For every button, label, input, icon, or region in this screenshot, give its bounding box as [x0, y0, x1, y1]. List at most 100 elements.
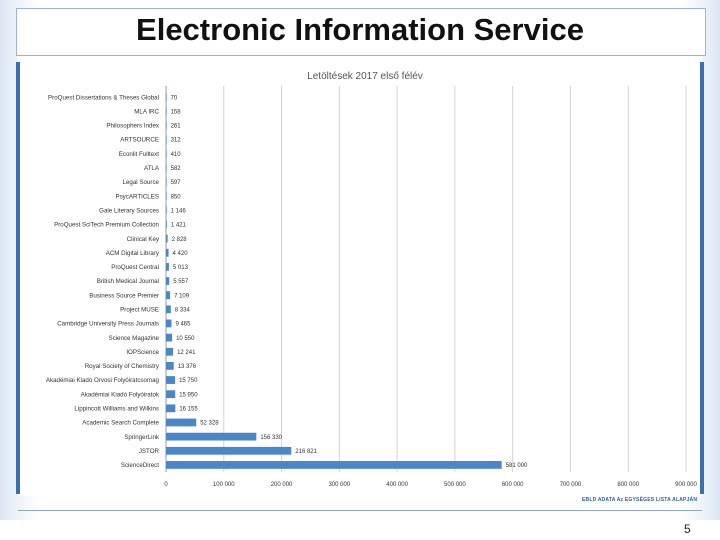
- value-label: 8 334: [175, 307, 191, 313]
- category-label: Gale Literary Sources: [99, 207, 159, 214]
- category-label: ScienceDirect: [121, 462, 159, 469]
- category-label: JSTOR: [139, 448, 160, 455]
- value-label: 410: [171, 152, 182, 158]
- category-label: Econlit Fulltext: [119, 151, 160, 158]
- category-label: Akadémiai Kiadó Orvosi Folyóiratcsomag: [46, 377, 160, 384]
- category-label: Clinical Key: [127, 236, 160, 243]
- left-accent-bar: [16, 62, 20, 494]
- category-label: MLA IRC: [134, 108, 159, 115]
- chart-frame: [18, 56, 702, 496]
- title-frame: [16, 8, 706, 56]
- bar: [166, 319, 172, 328]
- value-label: 70: [171, 95, 178, 101]
- value-label: 9 465: [175, 322, 191, 328]
- value-label: 582: [171, 166, 182, 172]
- bar: [166, 107, 167, 116]
- value-label: 581 000: [506, 463, 528, 469]
- x-tick-label: 900 000: [675, 482, 697, 488]
- value-label: 5 557: [173, 279, 189, 285]
- bar: [166, 347, 174, 356]
- x-tick-label: 800 000: [617, 482, 639, 488]
- x-tick-label: 400 000: [386, 482, 408, 488]
- bar: [166, 461, 502, 469]
- category-label: Akadémiai Kiadó Folyóiratok: [81, 391, 160, 398]
- category-label: Legal Source: [123, 179, 160, 186]
- bar: [166, 432, 257, 441]
- category-label: ProQuest Dissertations & Theses Global: [48, 94, 159, 101]
- bar: [166, 390, 176, 399]
- value-label: 5 013: [173, 265, 189, 271]
- category-label: British Medical Journal: [97, 278, 159, 285]
- bar: [166, 404, 176, 413]
- x-tick-label: 500 000: [444, 482, 466, 488]
- category-label: PsycARTICLES: [115, 193, 159, 200]
- bar: [166, 192, 167, 201]
- bar: [166, 361, 174, 370]
- value-label: 156 330: [260, 435, 282, 441]
- value-label: 7 109: [174, 293, 190, 299]
- value-label: 2 828: [172, 237, 188, 243]
- category-label: ATLA: [144, 165, 160, 172]
- bar: [166, 418, 197, 427]
- bar: [166, 163, 167, 172]
- x-tick-label: 100 000: [213, 482, 235, 488]
- value-label: 12 241: [177, 350, 196, 356]
- category-label: Cambridge University Press Journals: [57, 321, 159, 328]
- value-label: 52 328: [200, 421, 219, 427]
- slide-title: Electronic Information Service: [136, 12, 584, 47]
- x-tick-label: 700 000: [560, 482, 582, 488]
- category-label: IOPScience: [126, 349, 159, 356]
- value-label: 16 155: [179, 407, 198, 413]
- value-label: 261: [171, 124, 182, 130]
- bar: [166, 262, 169, 271]
- bar: [166, 305, 171, 314]
- bar: [166, 333, 173, 342]
- bar: [166, 121, 167, 130]
- category-label: ProQuest Central: [111, 264, 159, 271]
- right-accent-bar: [700, 62, 704, 494]
- value-label: 13 376: [178, 364, 197, 370]
- value-label: 1 146: [171, 208, 187, 214]
- value-label: 1 421: [171, 223, 187, 229]
- bar: [166, 234, 168, 243]
- value-label: 10 550: [176, 336, 195, 342]
- bar: [166, 376, 176, 384]
- value-label: 15 950: [179, 392, 198, 398]
- footer-divider: [18, 510, 702, 511]
- bar: [166, 248, 169, 257]
- bar: [166, 178, 167, 186]
- bar: [166, 277, 170, 285]
- value-label: 4 420: [173, 251, 189, 257]
- category-label: SpringerLink: [124, 434, 160, 441]
- value-label: 216 821: [295, 449, 317, 455]
- category-label: Philosophers Index: [106, 123, 160, 130]
- chart-title: Letöltések 2017 első félév: [307, 71, 423, 82]
- category-label: Project MUSE: [120, 306, 159, 313]
- page-number: 5: [684, 522, 691, 536]
- category-label: Business Source Premier: [89, 292, 159, 299]
- category-label: ProQuest SciTech Premium Collection: [54, 222, 159, 229]
- value-label: 312: [171, 138, 182, 144]
- value-label: 850: [171, 194, 182, 200]
- category-labels: ProQuest Dissertations & Theses Global ML…: [46, 94, 160, 469]
- bar: [166, 93, 167, 101]
- bar: [166, 220, 167, 229]
- category-label: ARTSOURCE: [120, 137, 159, 144]
- x-tick-label: 600 000: [502, 482, 524, 488]
- category-label: Academic Search Complete: [82, 420, 159, 427]
- bar: [166, 206, 167, 215]
- value-labels: 70 158 261 312 410 582 597 850 1 146 1 421 2 828 4 …: [171, 95, 528, 469]
- bars: [166, 93, 502, 469]
- source-note: EBLD ADATA Az EGYSÉGES LISTA ALAPJÁN: [582, 497, 698, 503]
- category-label: Royal Society of Chemistry: [85, 363, 160, 370]
- category-label: Science Magazine: [108, 335, 159, 342]
- bar: [166, 149, 167, 158]
- gridlines: [223, 86, 687, 472]
- bar: [166, 135, 167, 144]
- x-tick-label: 300 000: [328, 482, 350, 488]
- x-tick-label: 0: [164, 482, 168, 488]
- value-label: 597: [171, 180, 182, 186]
- value-label: 15 750: [179, 378, 198, 384]
- bar: [166, 291, 171, 300]
